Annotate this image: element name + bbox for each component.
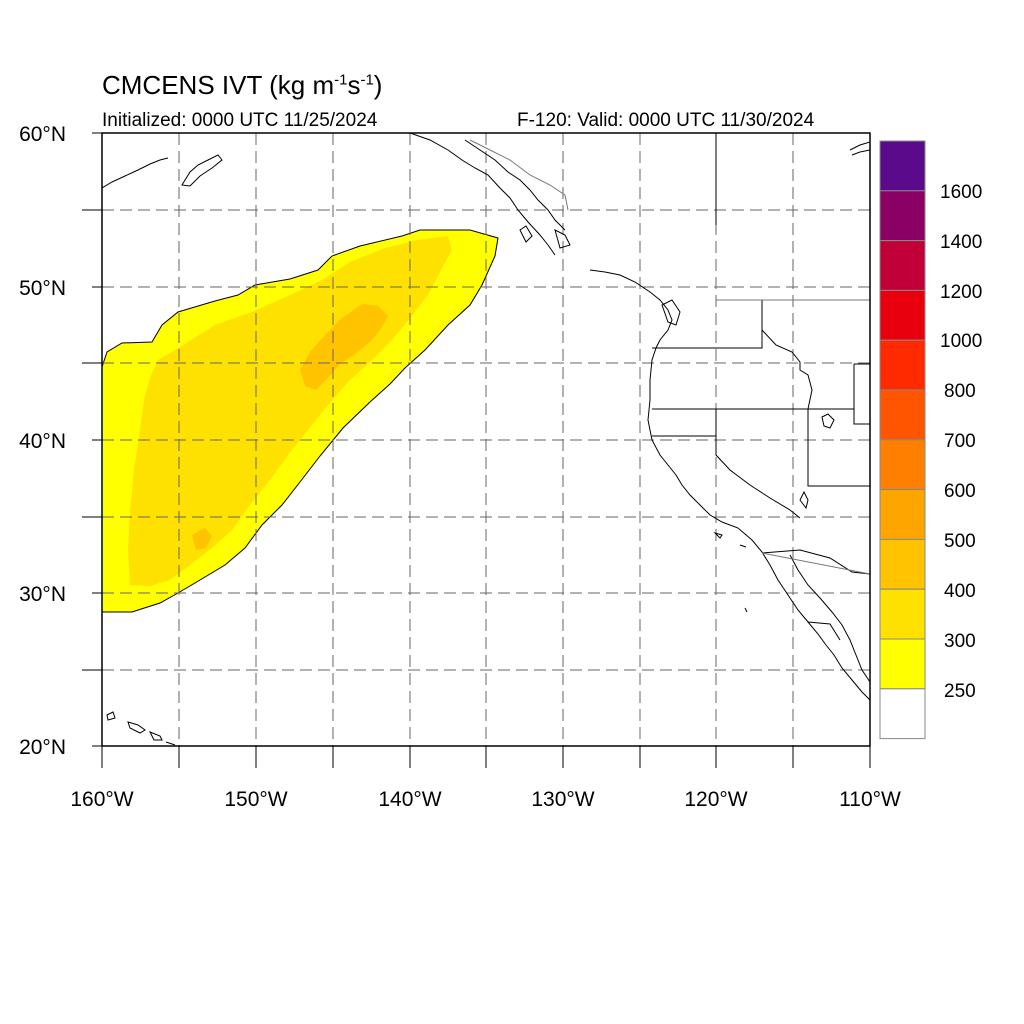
colorbar-box — [879, 289, 926, 341]
colorbar — [879, 140, 926, 740]
colorbar-box — [879, 688, 926, 740]
colorbar-box — [879, 489, 926, 540]
colorbar-label-1000: 1000 — [940, 331, 982, 352]
colorbar-label-600: 600 — [944, 481, 976, 502]
colorbar-box — [879, 588, 926, 640]
colorbar-label-400: 400 — [944, 581, 976, 602]
map-title: CMCENS IVT (kg m-1s-1) — [102, 70, 383, 100]
axis-ticks — [82, 132, 871, 768]
valid-time: F-120: Valid: 0000 UTC 11/30/2024 — [517, 110, 815, 131]
colorbar-labels: 1600 1400 1200 1000 800 700 600 500 400 … — [940, 182, 982, 702]
lon-label-160w: 160°W — [70, 788, 133, 811]
colorbar-label-1400: 1400 — [940, 232, 982, 253]
colorbar-box — [879, 389, 926, 441]
country-borders — [469, 139, 870, 575]
lon-label-130w: 130°W — [531, 788, 594, 811]
colorbar-label-300: 300 — [944, 631, 976, 652]
lon-label-140w: 140°W — [378, 788, 441, 811]
graticule — [102, 133, 870, 746]
latitude-labels: 60°N 50°N 40°N 30°N 20°N — [19, 123, 66, 759]
lat-label-30: 30°N — [19, 583, 66, 606]
lon-label-150w: 150°W — [224, 788, 287, 811]
lat-label-60: 60°N — [19, 123, 66, 146]
longitude-labels: 160°W 150°W 140°W 130°W 120°W 110°W — [70, 788, 901, 811]
colorbar-box — [879, 190, 926, 242]
colorbar-label-800: 800 — [944, 381, 976, 402]
colorbar-box — [879, 638, 926, 690]
colorbar-label-500: 500 — [944, 531, 976, 552]
lon-label-120w: 120°W — [684, 788, 747, 811]
coastlines — [102, 133, 870, 746]
lat-label-50: 50°N — [19, 277, 66, 300]
colorbar-label-1600: 1600 — [940, 182, 982, 203]
colorbar-box — [879, 439, 926, 491]
lat-label-20: 20°N — [19, 736, 66, 759]
initialized-time: Initialized: 0000 UTC 11/25/2024 — [102, 110, 378, 131]
lon-label-110w: 110°W — [839, 788, 901, 811]
colorbar-box — [879, 339, 926, 391]
colorbar-box — [879, 240, 926, 291]
ivt-region-400 — [300, 304, 388, 390]
ivt-region-400-small — [192, 528, 212, 550]
colorbar-label-250: 250 — [944, 681, 976, 702]
colorbar-box — [879, 140, 926, 192]
colorbar-label-700: 700 — [944, 431, 976, 452]
colorbar-box — [879, 538, 926, 590]
colorbar-label-1200: 1200 — [940, 282, 982, 303]
lat-label-40: 40°N — [19, 430, 66, 453]
